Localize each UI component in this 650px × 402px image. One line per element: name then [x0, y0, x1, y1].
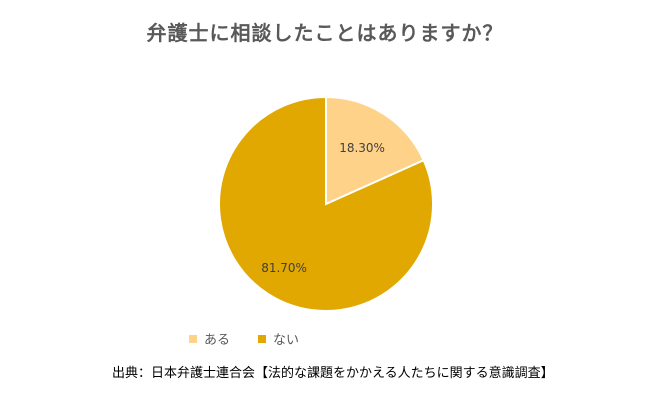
legend-item-aru: ある — [188, 329, 230, 348]
legend-label-nai: ない — [273, 333, 300, 348]
chart-title: 弁護士に相談したことはありますか？ — [146, 21, 504, 45]
data-label-aru: 18.30% — [339, 141, 385, 155]
pie-slice-aru — [325, 95, 425, 206]
pie-slice-nai — [218, 95, 434, 312]
legend-label-aru: ある — [203, 333, 230, 348]
legend-item-nai: ない — [258, 329, 299, 348]
legend-swatch-aru — [188, 334, 197, 343]
legend-swatch-nai — [258, 334, 266, 343]
legend: ある ない — [0, 329, 488, 348]
data-label-nai: 81.70% — [261, 261, 307, 275]
source-note: 出典：日本弁護士連合会【法的な課題をかかえる人たちに関する意識調査】 — [112, 366, 554, 381]
